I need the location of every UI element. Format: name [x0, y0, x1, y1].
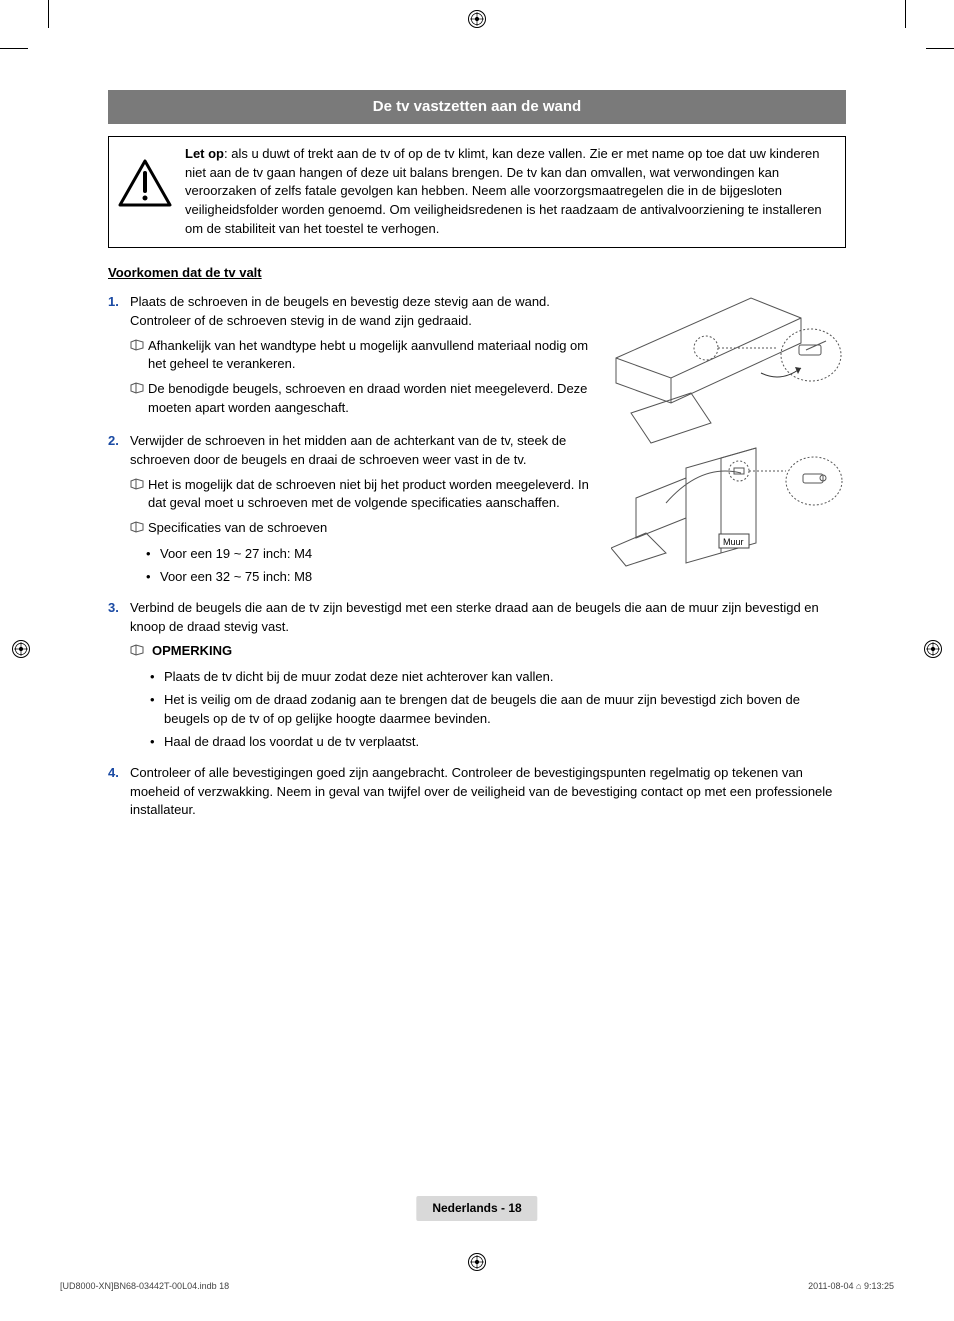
note-icon — [130, 519, 148, 539]
note-text: Specificaties van de schroeven — [148, 519, 601, 538]
note-item: Afhankelijk van het wandtype hebt u moge… — [130, 337, 601, 375]
list-item: 4. Controleer of alle bevestigingen goed… — [108, 764, 846, 821]
note-icon — [130, 337, 148, 357]
numbered-list: 1. Plaats de schroeven in de beugels en … — [108, 293, 601, 591]
diagram: Muur — [611, 293, 846, 573]
bullet-text: Het is veilig om de draad zodanig aan te… — [164, 691, 846, 729]
note-text: Het is mogelijk dat de schroeven niet bi… — [148, 476, 601, 514]
note-icon — [130, 642, 148, 662]
item-number: 1. — [108, 293, 130, 312]
bullet-item: Haal de draad los voordat u de tv verpla… — [148, 733, 846, 752]
spec-text: Voor een 19 ~ 27 inch: M4 — [160, 545, 312, 564]
diagram-label: Muur — [723, 537, 744, 547]
item-text: Controleer of alle bevestigingen goed zi… — [130, 765, 832, 818]
content-left: 1. Plaats de schroeven in de beugels en … — [108, 293, 601, 599]
caution-text: Let op: als u duwt of trekt aan de tv of… — [185, 145, 835, 239]
print-mark-icon — [924, 640, 942, 658]
item-number: 2. — [108, 432, 130, 451]
crop-tick — [48, 0, 49, 28]
content-row: 1. Plaats de schroeven in de beugels en … — [108, 293, 846, 599]
content-right: Muur — [611, 293, 846, 599]
list-item: 3. Verbind de beugels die aan de tv zijn… — [108, 599, 846, 756]
numbered-list-continued: 3. Verbind de beugels die aan de tv zijn… — [108, 599, 846, 820]
note-icon — [130, 380, 148, 400]
list-item: 1. Plaats de schroeven in de beugels en … — [108, 293, 601, 424]
bullet-text: Plaats de tv dicht bij de muur zodat dez… — [164, 668, 554, 687]
spec-item: Voor een 19 ~ 27 inch: M4 — [144, 545, 601, 564]
spec-item: Voor een 32 ~ 75 inch: M8 — [144, 568, 601, 587]
caution-box: Let op: als u duwt of trekt aan de tv of… — [108, 136, 846, 248]
item-text: Verbind de beugels die aan de tv zijn be… — [130, 600, 819, 634]
caution-icon — [113, 145, 177, 207]
note-item: Het is mogelijk dat de schroeven niet bi… — [130, 476, 601, 514]
item-text: Verwijder de schroeven in het midden aan… — [130, 433, 566, 467]
footer-badge: Nederlands - 18 — [416, 1196, 537, 1221]
list-item: 2. Verwijder de schroeven in het midden … — [108, 432, 601, 591]
crop-tick — [905, 0, 906, 28]
crop-tick — [0, 48, 28, 49]
note-item: Specificaties van de schroeven — [130, 519, 601, 539]
bullet-item: Plaats de tv dicht bij de muur zodat dez… — [148, 668, 846, 687]
section-header: De tv vastzetten aan de wand — [108, 90, 846, 124]
subheading: Voorkomen dat de tv valt — [108, 264, 846, 283]
footer-right: 2011-08-04 ⌂ 9:13:25 — [808, 1280, 894, 1293]
crop-tick — [926, 48, 954, 49]
item-text: Plaats de schroeven in de beugels en bev… — [130, 294, 550, 328]
print-mark-icon — [12, 640, 30, 658]
print-mark-icon — [468, 10, 486, 28]
page-content: De tv vastzetten aan de wand Let op: als… — [108, 90, 846, 1221]
item-number: 4. — [108, 764, 130, 783]
note-icon — [130, 476, 148, 496]
note-text: Afhankelijk van het wandtype hebt u moge… — [148, 337, 601, 375]
note-item: De benodigde beugels, schroeven en draad… — [130, 380, 601, 418]
footer-left: [UD8000-XN]BN68-03442T-00L04.indb 18 — [60, 1280, 229, 1293]
item-number: 3. — [108, 599, 130, 618]
spec-text: Voor een 32 ~ 75 inch: M8 — [160, 568, 312, 587]
caution-bold: Let op — [185, 146, 224, 161]
caution-body: : als u duwt of trekt aan de tv of op de… — [185, 146, 822, 236]
opmerking-label: OPMERKING — [152, 642, 846, 661]
print-mark-icon — [468, 1253, 486, 1271]
note-text: De benodigde beugels, schroeven en draad… — [148, 380, 601, 418]
bullet-text: Haal de draad los voordat u de tv verpla… — [164, 733, 419, 752]
bullet-item: Het is veilig om de draad zodanig aan te… — [148, 691, 846, 729]
note-item: OPMERKING — [130, 642, 846, 662]
